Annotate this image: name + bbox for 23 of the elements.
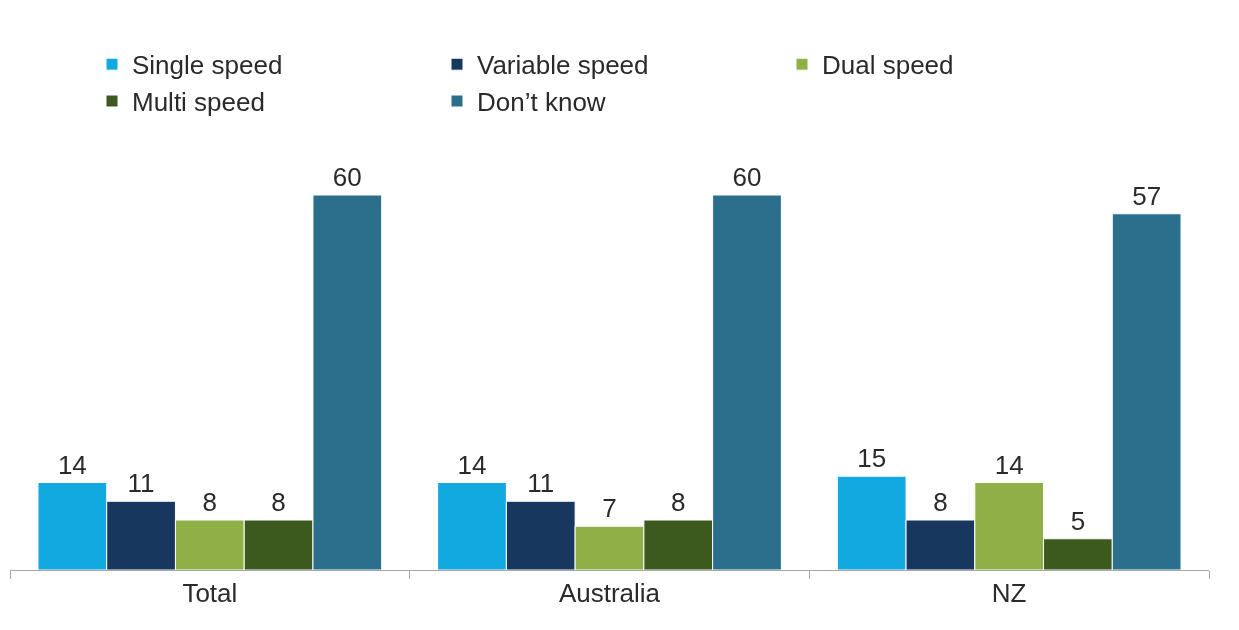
- legend-label: Variable speed: [477, 50, 649, 81]
- data-label: 11: [527, 468, 555, 499]
- legend-label: Multi speed: [132, 87, 265, 118]
- data-label: 60: [332, 162, 362, 192]
- data-label: 14: [57, 449, 87, 480]
- data-label: 7: [602, 493, 617, 524]
- x-tick-label: Australia: [558, 578, 661, 609]
- data-label: 14: [994, 449, 1024, 480]
- data-label: 11: [127, 468, 155, 499]
- data-label: 8: [671, 487, 686, 517]
- legend-label: Single speed: [132, 50, 283, 81]
- data-label: 5: [1070, 505, 1086, 536]
- data-label: 60: [732, 162, 762, 192]
- legend-label: Dual speed: [822, 50, 954, 81]
- data-label: 15: [857, 443, 887, 474]
- data-label: 8: [271, 487, 286, 517]
- data-label: 14: [457, 449, 487, 480]
- x-tick-label: Total: [182, 578, 238, 609]
- data-label: 57: [1132, 180, 1162, 211]
- legend-label: Don’t know: [477, 87, 606, 118]
- data-label: 8: [202, 487, 218, 517]
- data-label: 8: [933, 487, 948, 517]
- x-tick-label: NZ: [991, 578, 1027, 609]
